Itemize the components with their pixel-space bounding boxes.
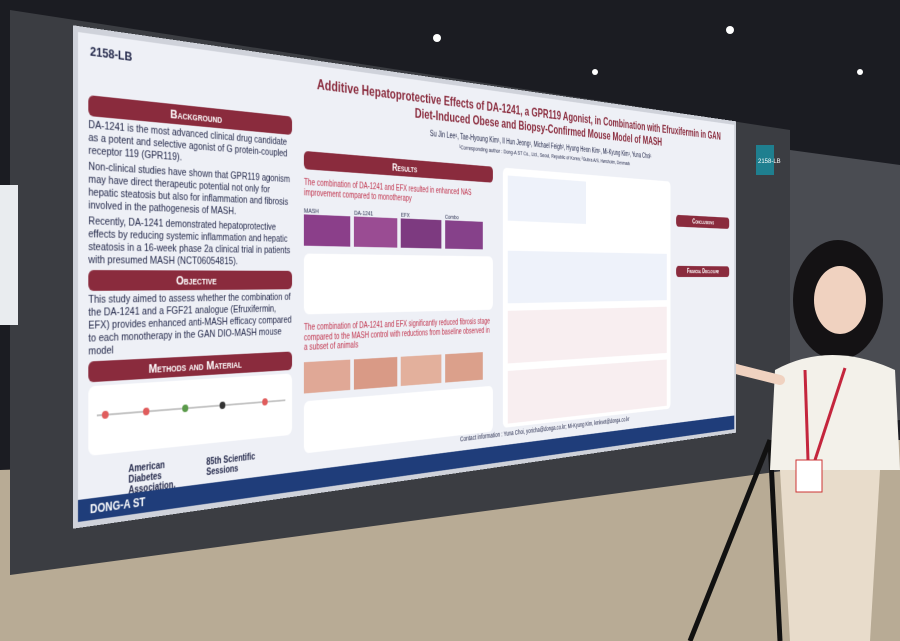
histology-image bbox=[444, 220, 483, 250]
poster: 2158-LB Additive Hepatoprotective Effect… bbox=[78, 32, 735, 522]
ceiling-light bbox=[857, 69, 863, 75]
paragraph: Recently, DA-1241 demonstrated hepatopro… bbox=[88, 215, 291, 267]
timeline-dot bbox=[101, 410, 109, 419]
poster-id: 2158-LB bbox=[90, 43, 133, 64]
timeline bbox=[88, 397, 292, 419]
timeline-dot bbox=[143, 406, 150, 416]
person-trousers bbox=[780, 470, 880, 641]
person-top bbox=[770, 355, 900, 470]
timeline-axis bbox=[97, 400, 286, 415]
section-heading: Financial Disclosure bbox=[676, 265, 730, 277]
histology-image bbox=[444, 351, 483, 383]
easel-leg bbox=[687, 439, 773, 641]
figure bbox=[507, 306, 667, 364]
timeline-dot bbox=[182, 403, 189, 412]
results-figures bbox=[502, 167, 671, 428]
paragraph: This study aimed to assess whether the c… bbox=[88, 291, 292, 358]
badge bbox=[795, 459, 823, 493]
person-face bbox=[814, 266, 866, 334]
ceiling-light bbox=[726, 26, 734, 34]
histology-image bbox=[400, 218, 442, 249]
company-logo: DONG-A ST bbox=[90, 495, 146, 517]
figure-grid bbox=[507, 175, 667, 424]
conclusion-text bbox=[676, 227, 729, 267]
result-note: The combination of DA-1241 and EFX resul… bbox=[303, 177, 472, 204]
result-note: The combination of DA-1241 and EFX signi… bbox=[303, 317, 490, 353]
board-tag bbox=[756, 145, 774, 175]
neighbor-poster bbox=[0, 185, 18, 325]
easel-leg bbox=[767, 439, 783, 641]
right-column: Conclusions Financial Disclosure bbox=[676, 214, 730, 277]
board-tag-text: 2158-LB bbox=[758, 159, 781, 165]
section-heading: Objective bbox=[88, 269, 293, 291]
ceiling-light bbox=[433, 34, 441, 42]
histology-image bbox=[303, 214, 351, 247]
histology-image bbox=[354, 216, 398, 248]
left-column: Background DA-1241 is the most advanced … bbox=[88, 95, 293, 456]
lanyard bbox=[803, 369, 810, 461]
timeline-dot bbox=[262, 397, 268, 406]
figure bbox=[507, 250, 667, 304]
histology-image bbox=[354, 356, 398, 390]
methods-diagram bbox=[88, 372, 293, 456]
timeline-dot bbox=[219, 400, 226, 409]
figure bbox=[507, 175, 586, 224]
section-heading: Results bbox=[303, 150, 493, 183]
lanyard bbox=[813, 367, 847, 461]
histology-image bbox=[303, 359, 351, 394]
ceiling-light bbox=[592, 69, 598, 75]
sessions-logo: 85th Scientific Sessions bbox=[206, 452, 256, 478]
bar-figure bbox=[303, 253, 493, 315]
results-panel: Results The combination of DA-1241 and E… bbox=[303, 150, 493, 454]
histology-image bbox=[400, 354, 442, 386]
